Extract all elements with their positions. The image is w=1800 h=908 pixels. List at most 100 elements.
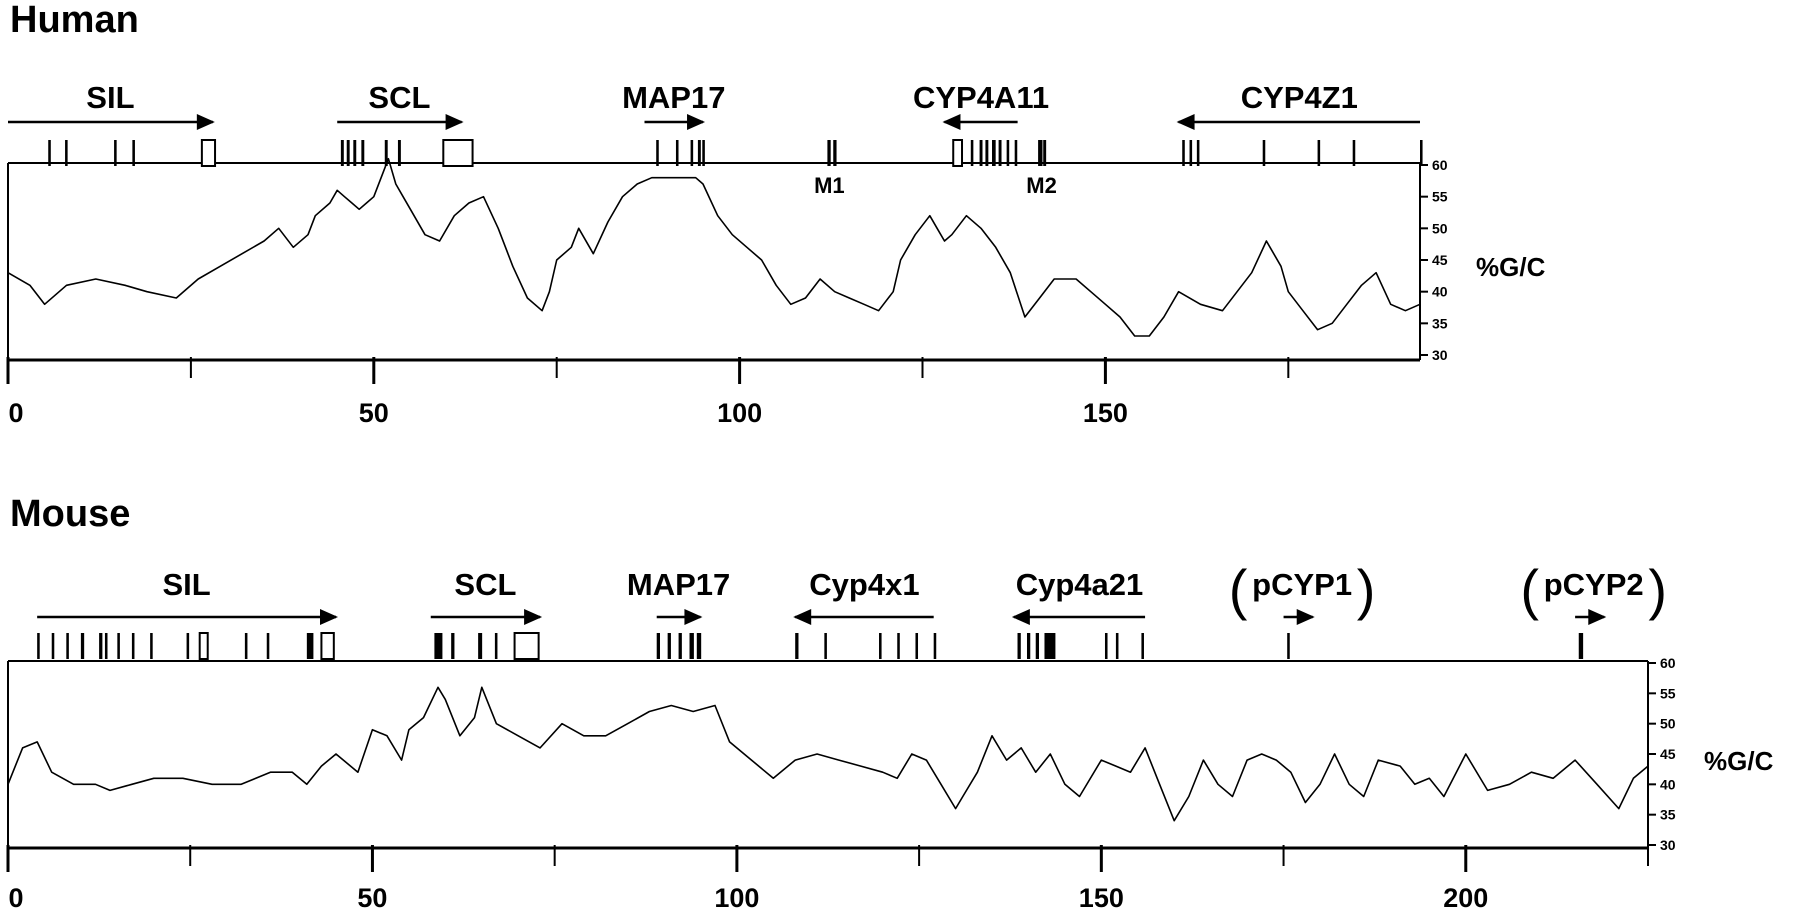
y-tick-label: 35 [1432,315,1448,331]
gene-label: Cyp4a21 [1016,567,1144,602]
exon-mark [131,633,135,659]
exon-mark [65,140,68,166]
gene-label: Cyp4x1 [809,567,919,602]
x-tick-label: 200 [1443,883,1488,908]
arrowhead-right-icon [1296,609,1315,625]
marker-label: M1 [814,173,845,198]
y-tick-label: 30 [1660,837,1676,853]
exon-mark [879,633,882,659]
arrowhead-right-icon [196,114,215,130]
exon-mark [186,633,190,659]
y-axis-label: %G/C [1704,746,1774,776]
gene-label: CYP4A11 [913,80,1049,115]
exon-mark [80,633,85,659]
arrowhead-right-icon [524,609,543,625]
exon-open [513,632,540,660]
exon-mark [678,633,682,659]
gene-label: CYP4Z1 [1241,80,1358,115]
exon-mark [434,633,443,659]
exon-mark [897,633,900,659]
exon-mark [998,140,1002,166]
mouse-panel: Mouse 0 50 100 150 200 30 35 40 45 50 55 60 %G/C SIL S… [6,493,1774,908]
close-paren: ) [1648,558,1667,621]
arrowhead-left-icon [1011,609,1030,625]
x-tick-label: 0 [8,883,23,908]
exon-mark [1104,633,1108,659]
gene-label: pCYP1 [1252,567,1352,602]
gc-series-line [7,157,1421,337]
exon-mark [397,140,401,166]
gc-series-line [7,686,1649,822]
exon-mark [150,633,153,659]
y-tick-label: 60 [1660,655,1676,671]
exon-open [442,139,474,167]
x-tick-label: 0 [8,398,23,428]
x-tick-label: 50 [359,398,389,428]
gene-label: MAP17 [627,567,730,602]
exon-mark [346,140,350,166]
open-paren: ( [1520,558,1539,621]
y-tick-label: 60 [1432,157,1448,173]
human-panel: Human 0 50 100 150 30 35 40 45 50 55 60 %G/C SIL SCL M… [6,0,1546,428]
gene-label: SCL [454,567,516,602]
panel-title: Human [10,0,139,41]
exon-mark [933,633,937,659]
gene-label: SCL [368,80,430,115]
gene-label: SIL [162,567,210,602]
y-tick-label: 55 [1432,189,1448,205]
exon-mark [1196,140,1200,166]
gene-label: MAP17 [622,80,725,115]
x-tick-label: 100 [714,883,759,908]
exon-mark [1035,633,1040,659]
exon-mark [985,140,989,166]
exon-mark [979,140,983,166]
y-tick-label: 30 [1432,347,1448,363]
exon-mark [1578,633,1584,659]
exon-mark [1182,140,1185,166]
exon-mark [656,633,660,659]
exon-mark [1006,140,1010,166]
gene-label: SIL [86,80,134,115]
y-tick-label: 45 [1432,252,1448,268]
exon-open [952,139,964,167]
exon-mark [340,140,344,166]
exon-mark [702,140,705,166]
exon-open [200,139,217,167]
exon-mark [104,633,108,659]
exon-mark [306,633,314,659]
exon-mark [697,140,701,166]
exon-mark [48,140,51,166]
exon-mark [833,140,837,166]
exon-open [320,632,335,660]
exon-mark [992,140,996,166]
exon-mark [1044,633,1056,659]
exon-mark [689,633,694,659]
y-tick-label: 45 [1660,746,1676,762]
panel-title: Mouse [10,493,130,535]
close-paren: ) [1357,558,1376,621]
exon-mark [667,633,671,659]
exon-mark [37,633,40,659]
open-paren: ( [1229,558,1248,621]
exon-mark [1189,140,1193,166]
exon-mark [795,633,799,659]
exon-open [198,632,209,660]
x-tick-label: 50 [357,883,387,908]
x-tick-label: 150 [1079,883,1124,908]
y-tick-label: 50 [1432,220,1448,236]
marker-label: M2 [1026,173,1057,198]
arrowhead-right-icon [687,114,706,130]
arrowhead-left-icon [793,609,812,625]
y-tick-label: 50 [1660,716,1676,732]
exon-mark [1141,633,1144,659]
exon-mark [384,140,388,166]
exon-mark [690,140,694,166]
exon-mark [1115,633,1119,659]
exon-mark [696,633,702,659]
arrowhead-right-icon [1588,609,1607,625]
exon-mark [1038,140,1043,166]
y-tick-label: 40 [1660,776,1676,792]
exon-mark [117,633,120,659]
exon-mark [51,633,55,659]
